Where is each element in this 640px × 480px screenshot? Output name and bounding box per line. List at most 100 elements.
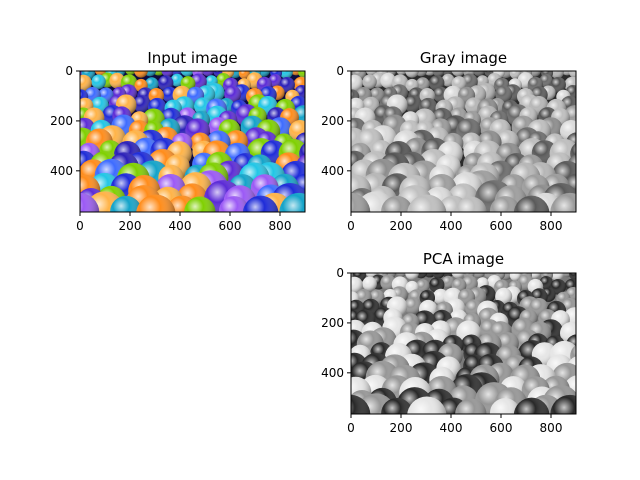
ball-mark [576,99,594,117]
x-tick-label: 600 [219,219,242,233]
axes-frame [350,272,577,415]
ball-shading [161,71,174,77]
ball-shading [242,195,279,212]
ball-shading [455,398,487,414]
ball-shading [577,164,602,189]
x-tick-label: 200 [390,219,413,233]
ball-shading [407,396,447,414]
ball-shading [509,71,521,79]
ball-shading [351,192,371,212]
x-tick-label: 600 [490,421,513,435]
ball-shading [218,196,250,212]
x-tick-label: 400 [169,219,192,233]
ball-shading [472,71,486,77]
ball-shading [158,75,174,91]
ball-mark [304,198,305,207]
ball-shading [432,71,445,77]
ball-shading [429,277,445,293]
ball-shading [513,195,550,212]
ball-shading [362,276,377,291]
ball-shading [455,196,487,212]
ball-shading [513,397,550,414]
ball-shading [396,273,407,277]
ball-shading [351,276,363,294]
ball-shading [404,95,422,113]
ball-shading [577,119,597,139]
y-tick-label: 400 [50,164,73,178]
ball-shading [576,301,594,319]
ball-shading [550,273,564,281]
x-tick-label: 400 [440,219,463,233]
image-content [351,71,602,212]
ball-shading [381,195,413,212]
y-tick-label: 0 [65,64,73,78]
ball-shading [441,73,455,87]
ball-mark [577,366,602,391]
ball-shading [201,71,215,77]
ball-shading [577,366,602,391]
ball-shading [238,71,250,79]
axes-frame [79,70,306,213]
ball-shading [279,192,305,212]
ball-shading [575,400,576,409]
ball-shading [279,71,293,79]
x-tick-label: 0 [347,219,355,233]
ball-shading [144,77,159,91]
ball-shading [575,198,576,207]
ball-shading [550,192,576,212]
ball-shading [429,75,445,91]
x-tick-label: 800 [269,219,292,233]
ball-shading [415,279,430,293]
ball-shading [80,192,100,212]
ball-shading [298,71,305,78]
ball-shading [184,196,216,212]
ball-shading [133,95,151,113]
ball-mark [576,301,594,319]
ball-shading [489,196,521,212]
ball-shading [509,273,521,281]
ball-mark [575,400,576,409]
y-tick-label: 400 [321,164,344,178]
x-tick-label: 0 [347,421,355,435]
ball-shading [136,194,176,212]
ball-shading [550,71,564,79]
subplot-title: Gray image [420,49,507,67]
ball-shading [569,71,576,78]
subplot-gray: Gray image 0 200 400 600 800 0 200 400 [321,49,602,233]
x-tick-label: 200 [119,219,142,233]
ball-mark [575,198,576,207]
ball-shading [396,71,407,75]
ball-shading [91,74,106,89]
ball-shading [170,73,184,87]
axis-ticks: 0 200 400 600 800 0 200 400 [321,64,562,233]
ball-shading [405,71,419,78]
ball-shading [451,273,465,279]
ball-shading [415,77,430,91]
ball-shading [381,397,413,414]
ball-shading [441,275,455,289]
ball-shading [351,394,371,414]
ball-shading [304,198,305,207]
ball-shading [451,71,465,77]
ball-mark [577,321,597,341]
ball-shading [362,74,377,89]
subplot-pca: PCA image 0 200 400 600 800 0 200 400 [321,250,602,435]
y-tick-label: 0 [336,266,344,280]
ball-shading [110,195,142,212]
subplot-title: Input image [147,49,237,67]
ball-shading [569,273,576,280]
ball-shading [351,74,363,92]
subplot-title: PCA image [423,250,504,268]
ball-shading [405,273,419,280]
ball-mark [577,164,602,189]
x-tick-label: 200 [390,421,413,435]
ball-shading [407,194,447,212]
ball-shading [180,71,194,77]
ball-shading [125,71,136,75]
ball-shading [489,398,521,414]
image-content [80,71,305,212]
ball-shading [550,394,576,414]
y-tick-label: 200 [321,114,344,128]
x-tick-label: 600 [490,219,513,233]
